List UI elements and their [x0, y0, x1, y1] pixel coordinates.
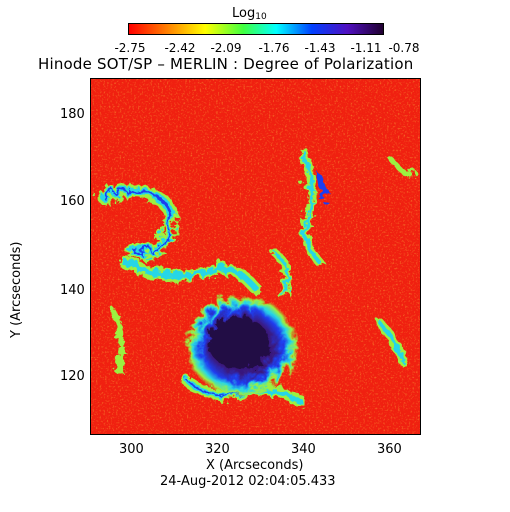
plot-title: Hinode SOT/SP – MERLIN : Degree of Polar… [38, 55, 414, 73]
timestamp: 24-Aug-2012 02:04:05.433 [160, 474, 336, 489]
polarization-map-image [91, 79, 420, 434]
x-axis-tick: 360 [377, 442, 402, 457]
y-axis-tick: 180 [60, 107, 85, 122]
colorbar-ticks: -2.75 -2.42 -2.09 -1.76 -1.43 -1.11 -0.7… [104, 41, 419, 55]
x-axis-label: X (Arcseconds) [206, 458, 304, 473]
x-axis-tick: 340 [291, 442, 316, 457]
x-axis-tick: 300 [119, 442, 144, 457]
colorbar-tick: -2.75 [114, 41, 146, 55]
colorbar-tick: -0.78 [388, 41, 420, 55]
colorbar-label-main: Log [232, 6, 256, 21]
colorbar-tick: -2.09 [210, 41, 242, 55]
polarization-map [90, 78, 421, 435]
colorbar-tick: -1.43 [304, 41, 336, 55]
colorbar-label: Log10 [232, 7, 267, 22]
sunspot [183, 293, 295, 393]
colorbar-tick: -1.11 [350, 41, 382, 55]
colorbar-label-subscript: 10 [255, 12, 267, 22]
x-axis-tick: 320 [205, 442, 230, 457]
y-axis-tick: 140 [60, 283, 85, 298]
y-axis-tick: 160 [60, 194, 85, 209]
colorbar-tick: -2.42 [164, 41, 196, 55]
y-axis-label: Y (Arcseconds) [9, 241, 24, 338]
colorbar [128, 23, 384, 35]
colorbar-tick: -1.76 [258, 41, 290, 55]
y-axis-tick: 120 [60, 369, 85, 384]
